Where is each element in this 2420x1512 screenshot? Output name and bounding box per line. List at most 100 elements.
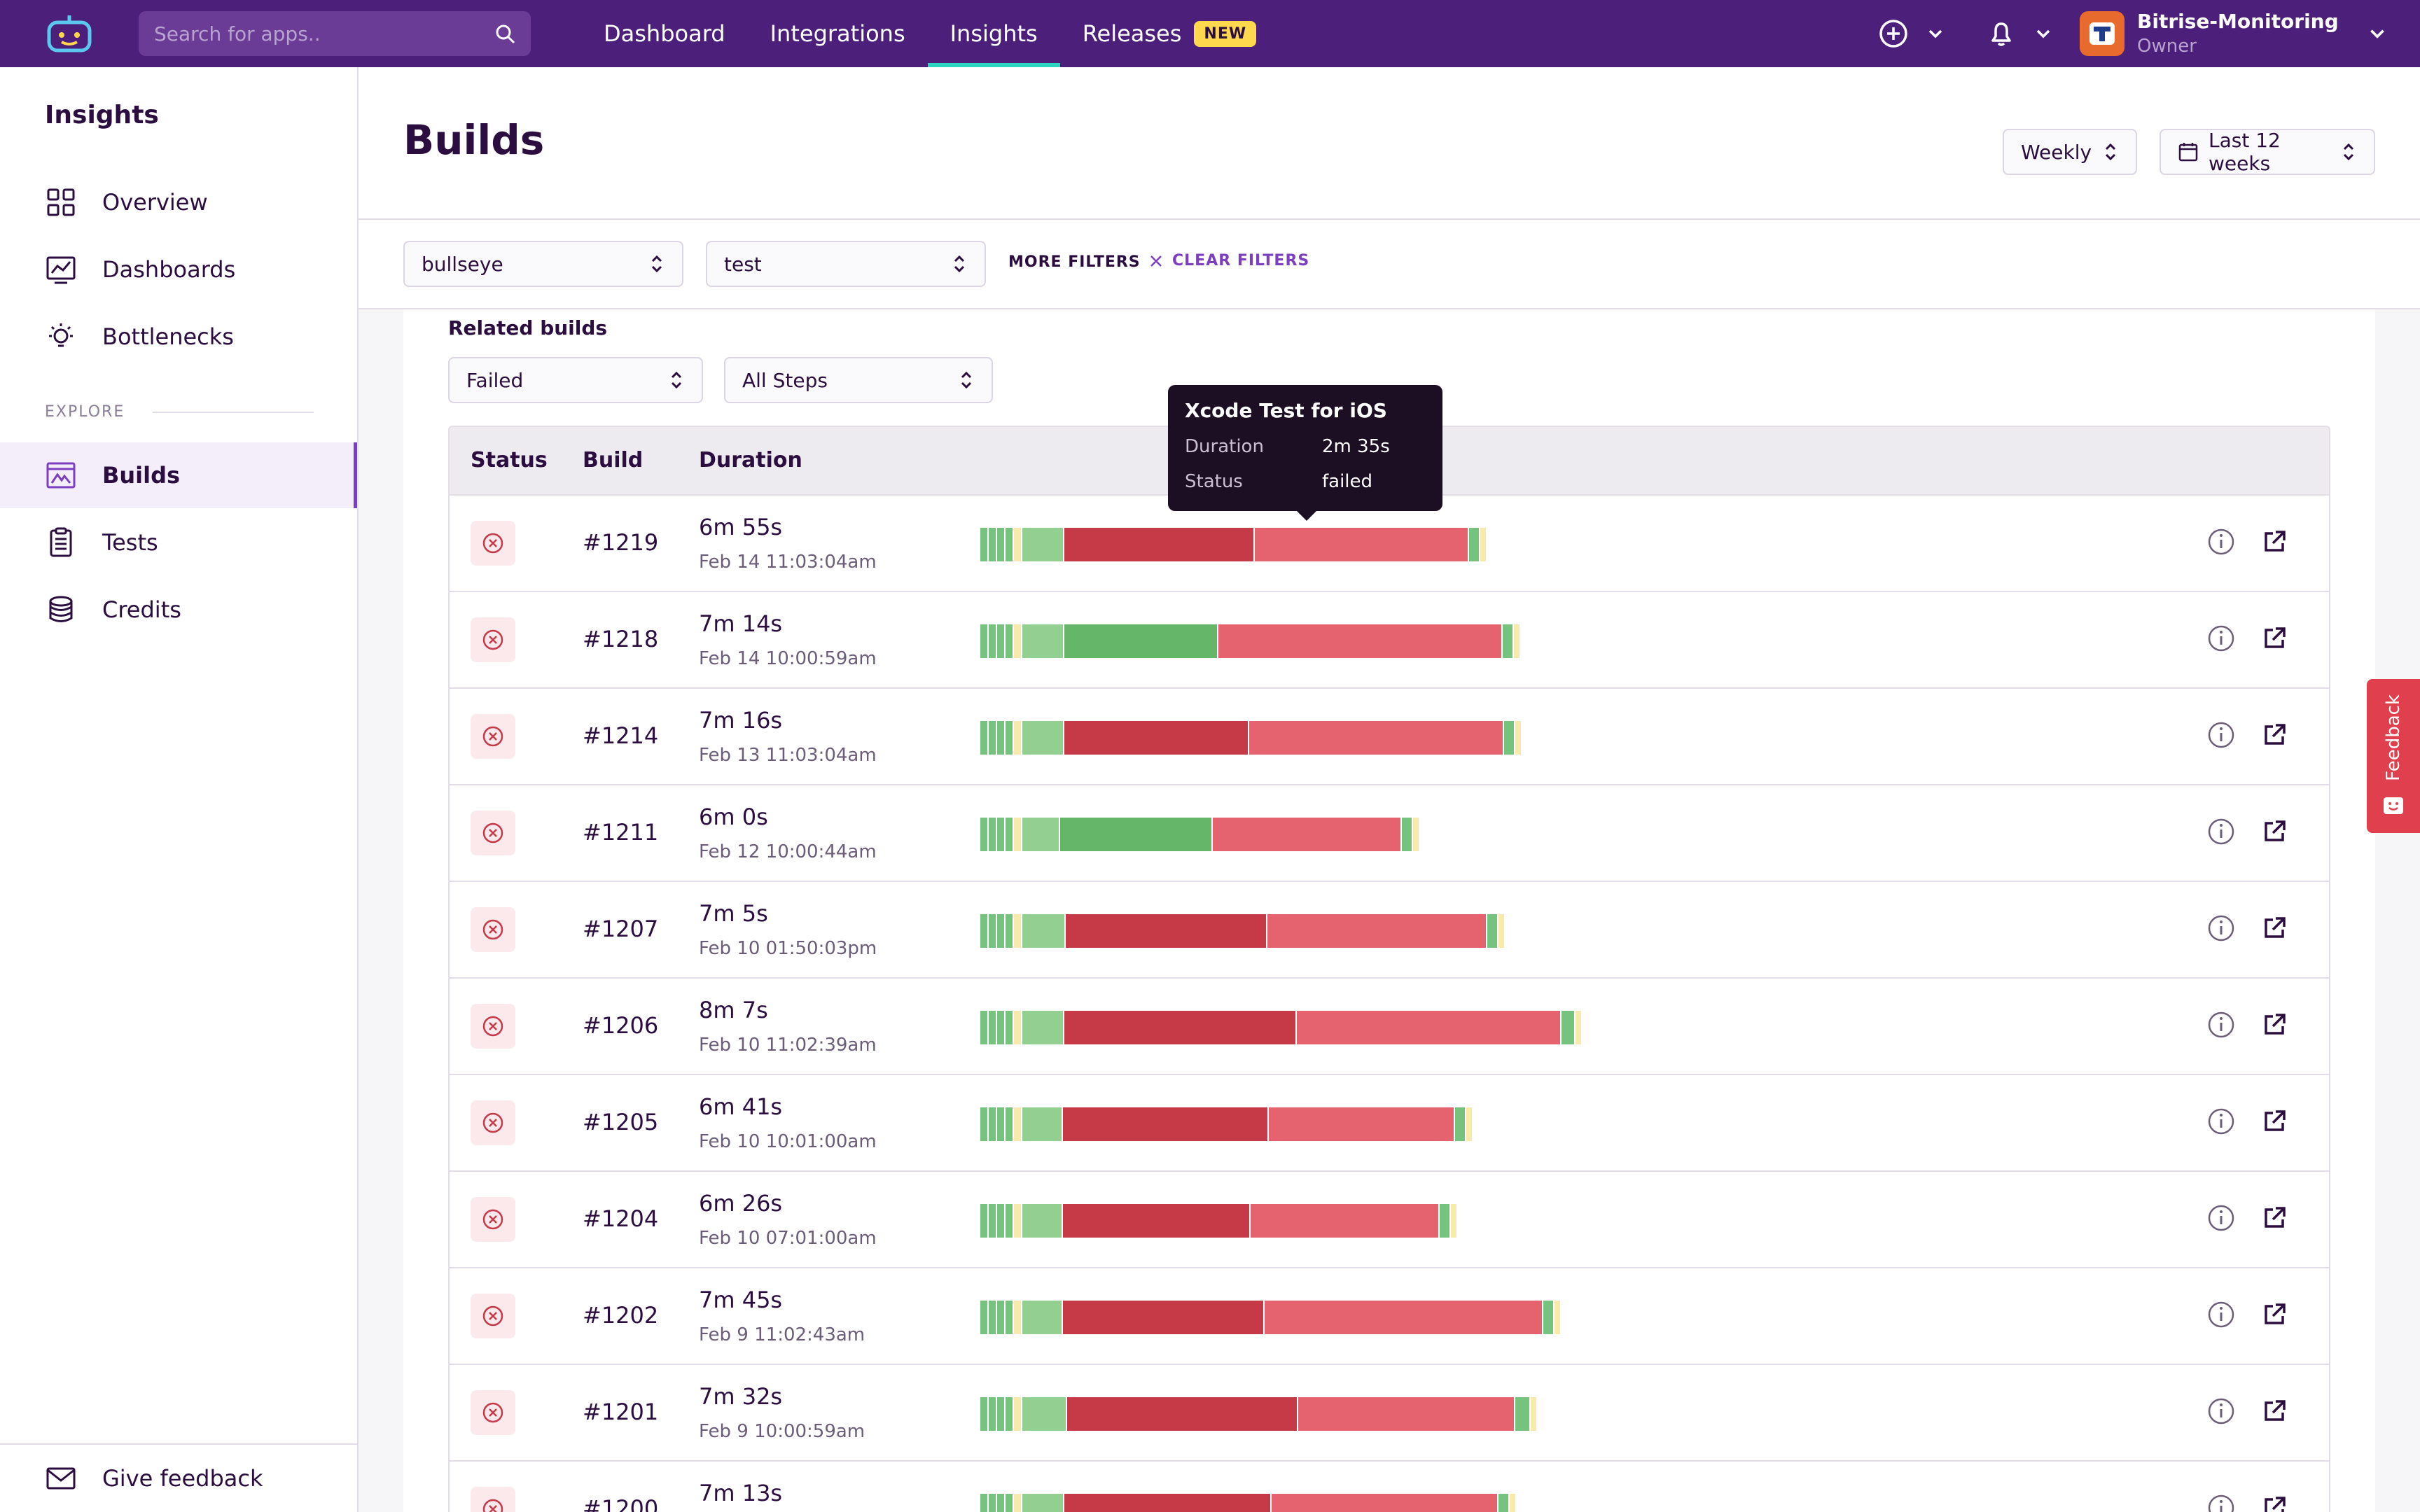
step-segment[interactable] [1451, 1204, 1456, 1238]
step-segment[interactable] [1515, 1397, 1529, 1431]
step-segment[interactable] [1297, 1011, 1560, 1044]
step-segment[interactable] [1269, 1107, 1454, 1141]
chevron-down-icon[interactable] [2033, 24, 2053, 43]
step-segment[interactable] [997, 1494, 1004, 1512]
step-segment[interactable] [1063, 1204, 1249, 1238]
give-feedback-button[interactable]: Give feedback [0, 1443, 357, 1512]
external-link-icon[interactable] [2259, 1009, 2290, 1040]
step-segment[interactable] [989, 1301, 996, 1334]
step-segment[interactable] [1440, 1204, 1449, 1238]
step-segment[interactable] [997, 914, 1004, 948]
step-segment[interactable] [1006, 1204, 1013, 1238]
step-segment[interactable] [1014, 818, 1021, 851]
date-range-select[interactable]: Last 12 weeks [2160, 129, 2375, 175]
info-icon[interactable] [2206, 816, 2237, 847]
step-segment[interactable] [1006, 818, 1013, 851]
table-row[interactable]: #1218 7m 14s Feb 14 10:00:59am [450, 591, 2329, 687]
step-segment[interactable] [980, 1011, 987, 1044]
step-segment[interactable] [1006, 1397, 1013, 1431]
step-segment[interactable] [1066, 914, 1266, 948]
step-segment[interactable] [1014, 914, 1021, 948]
build-number[interactable]: #1214 [583, 722, 659, 749]
chevron-down-icon[interactable] [2367, 23, 2388, 44]
step-segment[interactable] [980, 1301, 987, 1334]
step-segment[interactable] [980, 528, 987, 561]
step-segment[interactable] [997, 721, 1004, 755]
step-segment[interactable] [989, 1107, 996, 1141]
step-segment[interactable] [1504, 721, 1514, 755]
app-search-input[interactable]: Search for apps.. [139, 11, 531, 56]
step-segment[interactable] [1014, 1301, 1021, 1334]
status-filter-select[interactable]: Failed [448, 357, 703, 403]
step-segment[interactable] [1298, 1397, 1514, 1431]
table-row[interactable]: #1204 6m 26s Feb 10 07:01:00am [450, 1170, 2329, 1267]
info-icon[interactable] [2206, 1106, 2237, 1137]
feedback-tab[interactable]: Feedback [2367, 679, 2420, 833]
build-number[interactable]: #1202 [583, 1302, 659, 1329]
step-segment[interactable] [1402, 818, 1412, 851]
step-segment[interactable] [997, 1397, 1004, 1431]
step-segment[interactable] [1213, 818, 1400, 851]
step-segment[interactable] [1014, 1204, 1021, 1238]
step-segment[interactable] [989, 1494, 996, 1512]
table-row[interactable]: #1206 8m 7s Feb 10 11:02:39am [450, 977, 2329, 1074]
bell-icon[interactable] [1984, 17, 2018, 50]
step-segment[interactable] [997, 1107, 1004, 1141]
period-select[interactable]: Weekly [2003, 129, 2137, 175]
info-icon[interactable] [2206, 720, 2237, 750]
step-segment[interactable] [980, 1494, 987, 1512]
step-segment[interactable] [1022, 1107, 1062, 1141]
external-link-icon[interactable] [2259, 1492, 2290, 1512]
step-segment[interactable] [1022, 528, 1063, 561]
chevron-down-icon[interactable] [1926, 24, 1945, 43]
sidebar-item-bottlenecks[interactable]: Bottlenecks [0, 304, 357, 370]
info-icon[interactable] [2206, 1299, 2237, 1330]
step-segment[interactable] [1063, 1107, 1267, 1141]
step-segment[interactable] [1487, 914, 1497, 948]
step-segment[interactable] [1022, 818, 1059, 851]
step-segment[interactable] [997, 1301, 1004, 1334]
step-segment[interactable] [1064, 528, 1253, 561]
external-link-icon[interactable] [2259, 816, 2290, 847]
step-segment[interactable] [1064, 1494, 1270, 1512]
step-segment[interactable] [1503, 624, 1512, 658]
build-number[interactable]: #1204 [583, 1205, 659, 1232]
step-segment[interactable] [989, 1397, 996, 1431]
step-segment[interactable] [1265, 1301, 1542, 1334]
step-segment[interactable] [1510, 1494, 1515, 1512]
external-link-icon[interactable] [2259, 1396, 2290, 1427]
step-segment[interactable] [1022, 1397, 1066, 1431]
step-segment[interactable] [980, 1204, 987, 1238]
step-segment[interactable] [1022, 624, 1063, 658]
table-row[interactable]: #1219 6m 55s Feb 14 11:03:04am [450, 494, 2329, 591]
external-link-icon[interactable] [2259, 526, 2290, 557]
workflow-filter-select[interactable]: test [706, 241, 986, 287]
step-segment[interactable] [997, 1204, 1004, 1238]
external-link-icon[interactable] [2259, 1203, 2290, 1233]
build-number[interactable]: #1200 [583, 1495, 659, 1512]
table-row[interactable]: #1205 6m 41s Feb 10 10:01:00am [450, 1074, 2329, 1170]
step-segment[interactable] [997, 528, 1004, 561]
step-segment[interactable] [1022, 721, 1063, 755]
step-segment[interactable] [1006, 1301, 1013, 1334]
info-icon[interactable] [2206, 913, 2237, 944]
step-segment[interactable] [1498, 914, 1504, 948]
step-segment[interactable] [1255, 528, 1468, 561]
step-segment[interactable] [1498, 1494, 1508, 1512]
table-row[interactable]: #1202 7m 45s Feb 9 11:02:43am [450, 1267, 2329, 1364]
step-segment[interactable] [989, 721, 996, 755]
info-icon[interactable] [2206, 1492, 2237, 1512]
step-segment[interactable] [1022, 1011, 1063, 1044]
step-segment[interactable] [1576, 1011, 1581, 1044]
bitrise-logo-icon[interactable] [45, 14, 94, 53]
table-row[interactable]: #1214 7m 16s Feb 13 11:03:04am [450, 687, 2329, 784]
step-segment[interactable] [1251, 1204, 1438, 1238]
step-segment[interactable] [989, 1204, 996, 1238]
step-segment[interactable] [1249, 721, 1503, 755]
step-segment[interactable] [1469, 528, 1479, 561]
step-segment[interactable] [980, 818, 987, 851]
step-segment[interactable] [1064, 1011, 1295, 1044]
step-segment[interactable] [989, 528, 996, 561]
sidebar-item-builds[interactable]: Builds [0, 442, 357, 508]
external-link-icon[interactable] [2259, 1106, 2290, 1137]
